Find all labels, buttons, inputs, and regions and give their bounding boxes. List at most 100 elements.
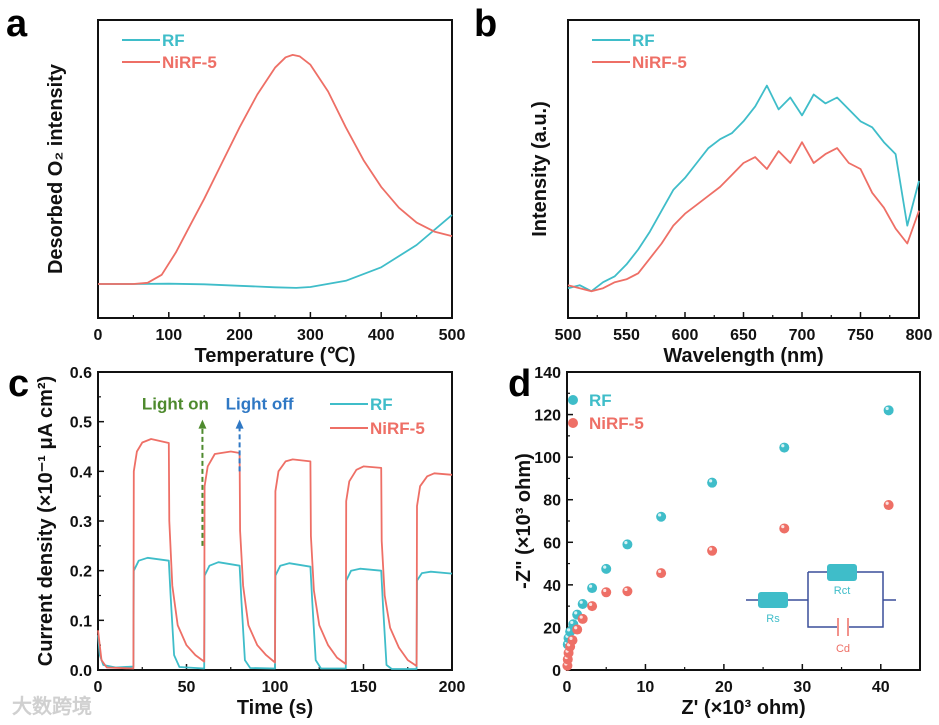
x-tick-label: 300 [297, 327, 324, 344]
data-point-nirf-5 [707, 545, 718, 556]
resistor-rs-icon [758, 592, 788, 608]
x-tick-label: 650 [730, 327, 757, 344]
x-tick-label: 100 [155, 327, 182, 344]
arrow-head-icon [235, 419, 244, 429]
plot-frame [567, 19, 920, 319]
legend-label: NiRF-5 [632, 53, 687, 72]
legend-label: RF [632, 31, 655, 50]
data-point-highlight [579, 615, 583, 619]
y-tick-label: 140 [534, 365, 561, 382]
y-tick-label: 120 [534, 408, 561, 425]
series-line-rf [98, 214, 453, 289]
data-point-rf [656, 511, 667, 522]
arrow-head-icon [198, 419, 207, 429]
y-tick-label: 60 [543, 535, 561, 552]
x-tick-label: 30 [793, 679, 811, 696]
x-tick-label: 200 [439, 679, 466, 696]
y-tick-label: 100 [534, 450, 561, 467]
x-tick-label: 550 [613, 327, 640, 344]
x-tick-label: 40 [872, 679, 890, 696]
x-tick-label: 700 [789, 327, 816, 344]
y-tick-label: 0.6 [70, 365, 92, 382]
x-tick-label: 200 [226, 327, 253, 344]
data-point-highlight [574, 626, 578, 630]
capacitor-cd-icon [837, 618, 849, 636]
data-point-nirf-5 [883, 500, 894, 511]
data-point-rf [577, 599, 588, 610]
data-point-highlight [781, 525, 785, 529]
capacitor-gap [837, 621, 849, 633]
legend-label: RF [162, 31, 185, 50]
data-point-rf [779, 442, 790, 453]
label-rct: Rct [834, 585, 851, 597]
x-tick-label: 100 [262, 679, 289, 696]
y-axis-label: Intensity (a.u.) [529, 101, 551, 237]
equivalent-circuit-inset: Rs Rct Cd [746, 564, 896, 655]
data-point-rf [707, 477, 718, 488]
label-cd: Cd [836, 643, 850, 655]
panel-a: 0 100 200 300 400 500 Temperature (℃) Desorbed … [45, 19, 465, 367]
data-point-highlight [709, 479, 713, 483]
y-tick-label: 0.3 [70, 514, 92, 531]
legend-label: RF [370, 395, 393, 414]
data-point-rf [622, 539, 633, 550]
y-axis-label: -Z" (×10³ ohm) [513, 453, 535, 589]
data-point-rf [601, 563, 612, 574]
y-axis-label: Current density (×10⁻¹ μA cm²) [35, 376, 57, 666]
legend-label: NiRF-5 [589, 414, 644, 433]
panel-d: 0 10 20 30 40 0 20 40 60 80 100 120 140 Z' (×10³ ohm)… [513, 365, 921, 719]
x-tick-label: 20 [715, 679, 733, 696]
x-tick-label: 600 [672, 327, 699, 344]
y-tick-label: 40 [543, 578, 561, 595]
series-line-nirf-5 [98, 54, 453, 285]
data-point-highlight [579, 600, 583, 604]
legend-marker [568, 395, 578, 405]
data-point-highlight [567, 628, 571, 632]
panel-c: 0 50 100 150 200 0.0 0.1 0.2 0.3 0.4 0.5 0.6 Time (s… [35, 365, 465, 719]
series-line-rf [97, 556, 453, 670]
x-tick-label: 0 [94, 327, 103, 344]
data-point-highlight [589, 584, 593, 588]
data-point-nirf-5 [572, 624, 583, 635]
y-tick-label: 0.0 [70, 663, 92, 680]
y-tick-label: 0.1 [70, 613, 92, 630]
data-point-highlight [709, 547, 713, 551]
data-point-highlight [781, 444, 785, 448]
data-point-highlight [570, 620, 574, 625]
x-tick-label: 150 [350, 679, 377, 696]
data-point-highlight [589, 602, 593, 606]
data-point-highlight [885, 406, 889, 411]
annotation-label: Light off [226, 395, 294, 414]
data-point-highlight [603, 565, 607, 569]
data-point-highlight [624, 587, 628, 592]
y-tick-label: 0.5 [70, 415, 92, 432]
data-point-nirf-5 [601, 587, 612, 598]
legend-label: RF [589, 391, 612, 410]
x-tick-label: 10 [637, 679, 655, 696]
series-line-rf [567, 84, 920, 293]
panel-label-a: a [6, 3, 28, 45]
y-tick-label: 0.2 [70, 564, 92, 581]
data-point-nirf-5 [577, 613, 588, 624]
data-point-nirf-5 [622, 586, 633, 597]
x-tick-label: 750 [847, 327, 874, 344]
y-tick-label: 0 [552, 663, 561, 680]
x-tick-label: 0 [563, 679, 572, 696]
x-axis-label: Temperature (℃) [194, 345, 355, 367]
resistor-rct-icon [827, 564, 857, 581]
y-tick-label: 80 [543, 493, 561, 510]
data-point-nirf-5 [567, 635, 578, 646]
x-axis-label: Z' (×10³ ohm) [681, 697, 805, 719]
watermark: 大数跨境 [12, 694, 92, 718]
x-tick-label: 800 [906, 327, 933, 344]
x-axis-label: Wavelength (nm) [663, 345, 823, 367]
x-tick-label: 400 [368, 327, 395, 344]
data-point-highlight [569, 636, 573, 641]
series-line-nirf-5 [97, 438, 453, 670]
x-tick-label: 500 [555, 327, 582, 344]
y-tick-label: 20 [543, 620, 561, 637]
data-point-nirf-5 [587, 601, 598, 612]
y-axis-label: Desorbed O₂ intensity [45, 63, 67, 274]
panel-label-d: d [508, 363, 531, 405]
